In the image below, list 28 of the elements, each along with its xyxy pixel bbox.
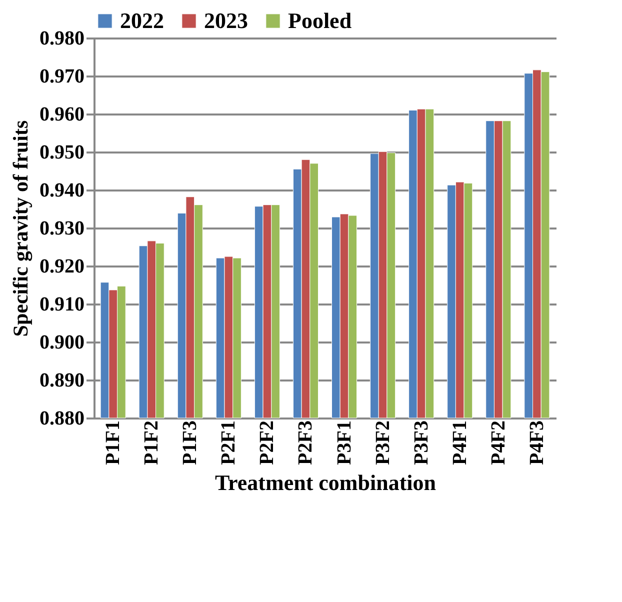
y-tick-label: 0.970	[40, 66, 84, 88]
x-tick-label: P4F2	[487, 420, 510, 465]
y-tick-label: 0.950	[40, 142, 84, 164]
x-axis-title: Treatment combination	[215, 470, 436, 495]
x-tick-label: P2F3	[294, 420, 317, 465]
legend-label: 2023	[204, 8, 248, 33]
x-tick-label: P3F1	[333, 420, 356, 465]
y-tick-label: 0.880	[40, 408, 84, 430]
legend-label: Pooled	[288, 8, 352, 33]
x-tick-label: P1F2	[140, 420, 163, 465]
y-tick-label: 0.930	[40, 218, 84, 240]
y-axis-title: Specific gravity of fruits	[8, 120, 32, 337]
x-tick-label: P2F1	[218, 420, 240, 465]
y-tick-label: 0.940	[40, 180, 84, 202]
y-tick-label: 0.980	[40, 28, 84, 50]
x-tick-label: P3F3	[410, 420, 432, 465]
legend-label: 2022	[120, 8, 164, 33]
x-tick-label: P3F2	[372, 420, 394, 465]
y-tick-label: 0.960	[40, 104, 84, 126]
y-tick-label: 0.910	[40, 294, 84, 316]
x-tick-label: P1F3	[179, 420, 202, 465]
x-tick-label: P1F1	[102, 420, 124, 465]
x-tick-label: P2F2	[256, 420, 278, 465]
y-tick-label: 0.900	[40, 332, 84, 354]
y-tick-label: 0.920	[40, 256, 84, 278]
y-tick-label: 0.890	[40, 370, 84, 392]
x-tick-label: P4F1	[448, 420, 471, 465]
x-tick-label: P4F3	[526, 420, 548, 465]
